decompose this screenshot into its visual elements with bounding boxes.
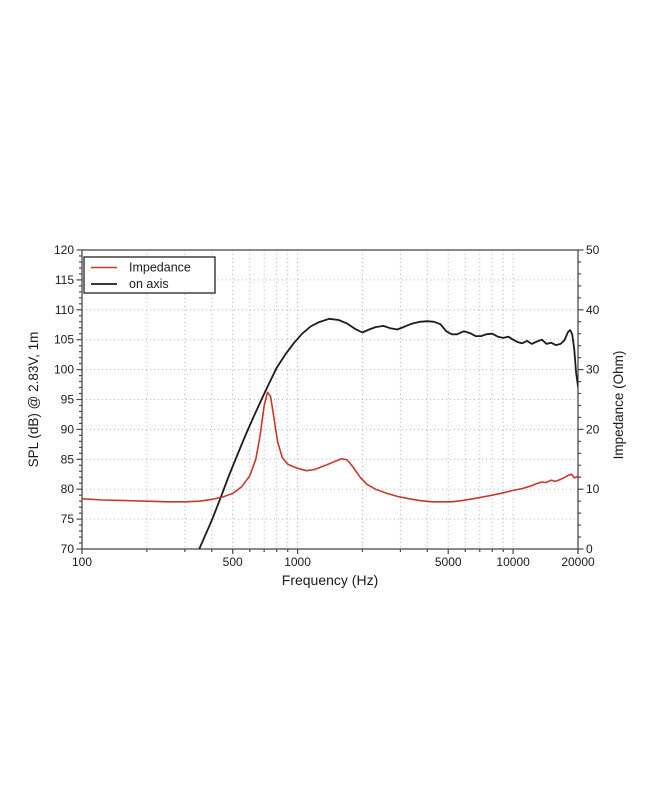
y-right-tick-label: 10 [586,482,600,496]
x-tick-label: 100 [72,555,92,569]
legend-box [83,256,216,294]
y-left-tick-label: 80 [61,482,75,496]
y-right-tick-label: 40 [586,303,600,317]
impedance-curve [82,391,578,503]
y-right-tick-label: 50 [586,243,600,257]
plot-frame [81,249,579,550]
y-left-tick-label: 70 [61,542,75,556]
x-tick-label: 20000 [561,555,595,569]
y-right-tick-label: 0 [586,542,593,556]
y-left-tick-label: 75 [61,512,75,526]
y-right-tick-label: 20 [586,422,600,436]
x-tick-label: 500 [223,555,243,569]
y-left-tick-label: 120 [54,243,74,257]
grid [82,250,578,549]
x-tick-label: 1000 [284,555,311,569]
y-axis-label-right: Impedance (Ohm) [611,351,626,460]
x-axis-label: Frequency (Hz) [282,572,378,588]
curves [82,317,578,549]
y-left-tick-label: 110 [55,303,74,317]
x-tick-label: 5000 [435,555,462,569]
on-axis-curve [198,317,578,549]
y-left-tick-label: 85 [61,452,75,466]
y-left-tick-label: 105 [54,333,74,347]
y-left-tick-label: 95 [61,393,75,407]
x-tick-label: 10000 [496,555,530,569]
axis-ticks [76,249,584,554]
legend: Impedance on axis [83,256,216,294]
legend-onaxis-label: on axis [129,277,169,291]
y-left-tick-label: 100 [54,363,74,377]
axis-tick-labels: 70 75 80 85 90 95 100 105 110 115 120 0 10 20 30 40 50 10… [54,243,600,569]
y-axis-label-left: SPL (dB) @ 2.83V, 1m [26,332,41,468]
legend-impedance-label: Impedance [129,261,191,275]
y-left-tick-label: 115 [55,273,74,287]
y-left-tick-label: 90 [61,422,75,436]
y-right-tick-label: 30 [586,363,600,377]
